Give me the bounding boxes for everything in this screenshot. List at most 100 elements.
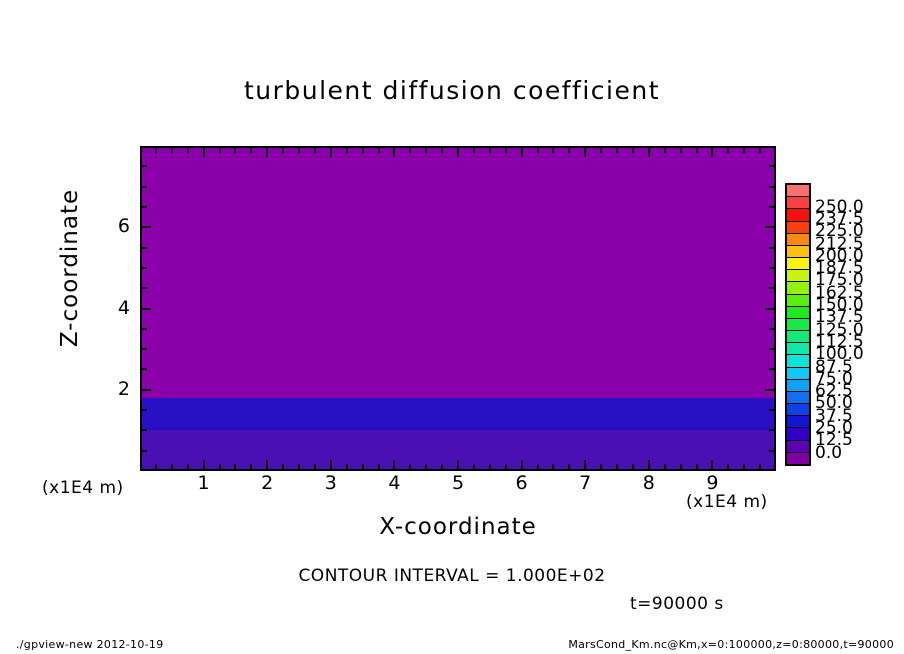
- y-axis-tick: [142, 226, 151, 229]
- y-axis-tick: [142, 165, 147, 168]
- colorbar-tick-label: 162.5: [815, 282, 864, 303]
- x-axis-tick-label: 5: [451, 472, 465, 494]
- y-axis-tick: [142, 307, 151, 310]
- y-axis-tick: [769, 348, 774, 351]
- x-axis-tick: [377, 148, 380, 153]
- x-axis-tick: [234, 148, 237, 153]
- x-axis-title: X-coordinate: [379, 514, 537, 540]
- x-axis-tick: [218, 464, 221, 469]
- colorbar-tick-label: 50.0: [815, 393, 853, 414]
- x-axis-tick: [552, 464, 555, 469]
- colorbar-swatch: [787, 306, 809, 319]
- colorbar-tick-label: 100.0: [815, 344, 864, 365]
- x-axis-tick: [679, 464, 682, 469]
- x-axis-tick: [536, 464, 539, 469]
- x-axis-tick: [250, 148, 253, 153]
- x-axis-tick: [647, 460, 650, 469]
- colorbar-labels: 0.0 12.5 25.0 37.5 50.0 62.5 75.0 87.5 100.0 112.…: [815, 183, 895, 466]
- x-axis-tick: [616, 464, 618, 469]
- x-axis-tick: [600, 148, 603, 153]
- x-axis-tick: [377, 464, 380, 469]
- x-axis-tick: [488, 464, 491, 469]
- x-axis-tick: [393, 148, 396, 157]
- y-axis-tick: [142, 429, 147, 432]
- x-axis-tick: [472, 464, 475, 469]
- x-axis-tick: [441, 464, 444, 469]
- x-axis-tick: [695, 148, 698, 153]
- y-axis-tick: [769, 246, 774, 249]
- colorbar-tick-label: 237.5: [815, 208, 864, 229]
- contour-interval-text: CONTOUR INTERVAL = 1.000E+02: [298, 566, 606, 586]
- colorbar-tick-label: 87.5: [815, 356, 853, 377]
- x-axis-tick: [425, 148, 428, 153]
- x-axis-tick: [663, 464, 666, 469]
- x-axis-tick: [520, 460, 523, 469]
- x-axis-tick-label: 6: [515, 472, 528, 494]
- x-axis-tick: [345, 148, 348, 153]
- colorbar-swatch: [787, 209, 809, 222]
- y-axis-tick: [142, 185, 147, 188]
- x-axis-tick: [202, 148, 205, 157]
- x-axis-tick: [154, 148, 157, 153]
- y-axis-tick: [769, 266, 774, 269]
- colorbar-swatch: [787, 391, 809, 405]
- y-axis-title: Z-coordinate: [57, 188, 83, 348]
- x-axis-tick-label: 2: [261, 472, 274, 494]
- colorbar-swatch: [787, 270, 809, 283]
- y-axis-tick: [769, 327, 774, 330]
- y-axis-tick: [765, 307, 774, 310]
- x-axis-tick: [616, 148, 618, 153]
- colorbar-tick-label: 150.0: [815, 295, 864, 316]
- x-axis-tick: [711, 460, 714, 469]
- colorbar-swatch: [787, 233, 809, 246]
- x-axis-tick-label: 7: [579, 472, 592, 494]
- x-axis-tick: [743, 148, 746, 153]
- x-axis-tick: [345, 464, 348, 469]
- x-axis-tick: [218, 148, 221, 153]
- x-axis-tick: [298, 148, 300, 153]
- x-axis-tick: [759, 464, 762, 469]
- colorbar-swatch: [787, 367, 809, 380]
- colorbar-swatch: [787, 416, 809, 429]
- x-axis-tick: [154, 464, 157, 469]
- colorbar-swatch: [787, 294, 809, 307]
- x-axis-tick: [441, 148, 444, 153]
- x-axis-tick: [504, 464, 507, 469]
- colorbar-tick-label: 12.5: [815, 430, 853, 451]
- x-axis-tick: [361, 148, 364, 153]
- colorbar-swatch: [787, 343, 809, 356]
- x-axis-tick: [520, 148, 523, 157]
- x-axis-tick-label: 4: [388, 472, 401, 494]
- colorbar-tick-label: 200.0: [815, 245, 864, 266]
- colorbar-swatch: [787, 282, 809, 295]
- x-axis-tick-label: 3: [324, 472, 337, 494]
- y-axis-tick: [142, 409, 147, 412]
- colorbar-tick-label: 175.0: [815, 270, 864, 291]
- colorbar-swatch: [787, 428, 809, 441]
- colorbar-tick-label: 112.5: [815, 331, 864, 352]
- y-axis-tick: [769, 287, 774, 290]
- x-axis-tick: [504, 148, 507, 153]
- y-axis-tick: [142, 246, 147, 249]
- y-axis-tick: [142, 266, 147, 269]
- x-axis-tick: [266, 460, 269, 469]
- colorbar-tick-label: 37.5: [815, 405, 853, 426]
- x-axis-tick: [313, 464, 316, 469]
- x-axis-tick: [488, 148, 491, 153]
- x-axis-tick: [584, 460, 587, 469]
- y-axis-tick: [142, 287, 147, 290]
- x-axis-tick: [170, 464, 173, 469]
- colorbar-tick-label: 250.0: [815, 196, 864, 217]
- x-axis-tick: [234, 464, 237, 469]
- x-axis-tick: [695, 464, 698, 469]
- footer-command-text: ./gpview-new 2012-10-19: [16, 638, 164, 651]
- y-axis-tick: [769, 205, 774, 208]
- y-axis-tick-label: 6: [117, 215, 130, 238]
- colorbar: [785, 183, 811, 466]
- x-axis-tick: [250, 464, 253, 469]
- x-axis-tick: [679, 148, 682, 153]
- x-axis-tick: [472, 148, 475, 153]
- x-axis-tick: [631, 464, 634, 469]
- x-axis-unit-right: (x1E4 m): [686, 492, 768, 512]
- footer-source-text: MarsCond_Km.nc@Km,x=0:100000,z=0:80000,t…: [568, 638, 894, 651]
